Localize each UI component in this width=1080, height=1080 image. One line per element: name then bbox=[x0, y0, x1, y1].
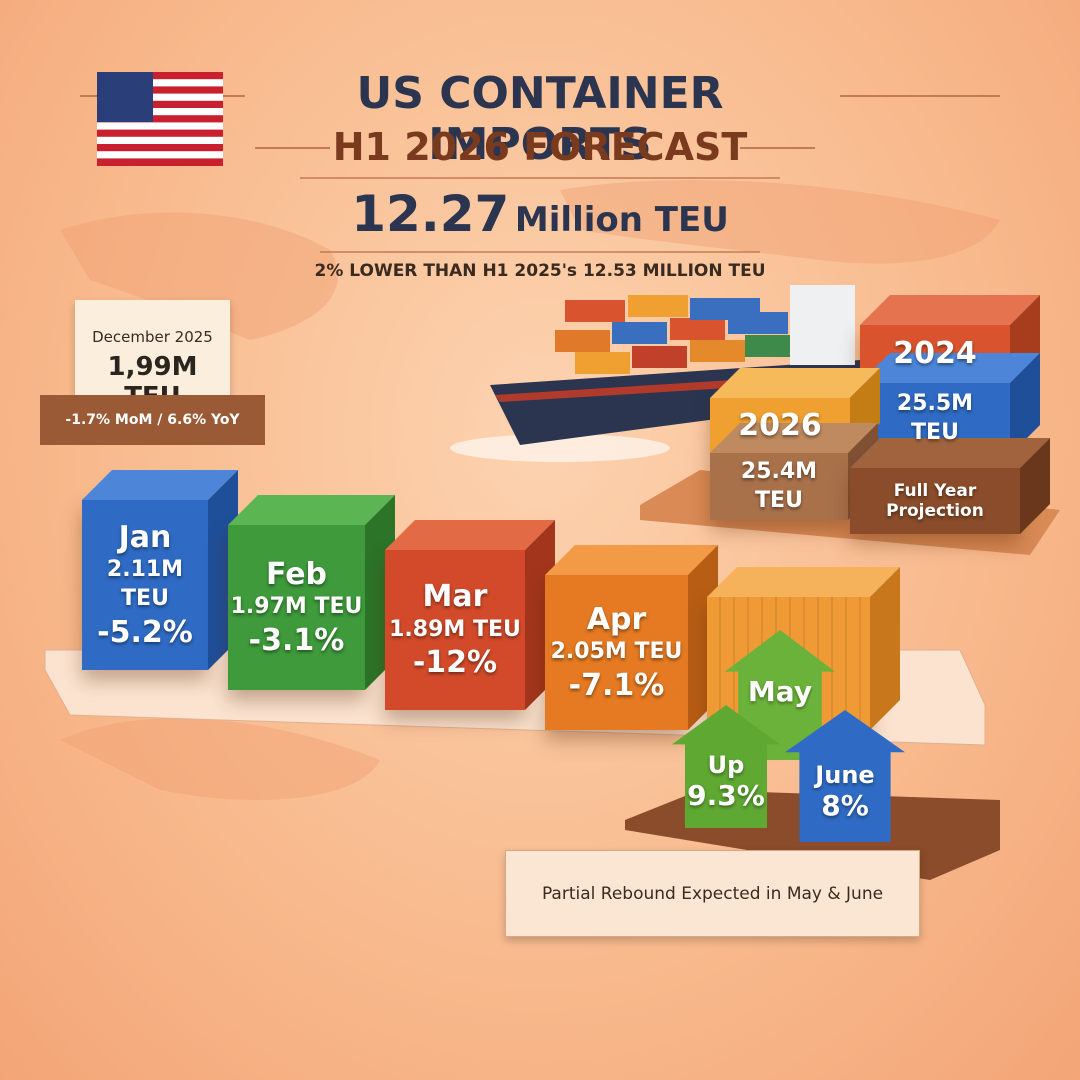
subtitle: H1 2026 FORECAST bbox=[332, 125, 748, 169]
total: 12.27 Million TEU bbox=[280, 185, 800, 243]
month-box: Feb 1.97M TEU -3.1% bbox=[228, 525, 365, 690]
month-box: Mar 1.89M TEU -12% bbox=[385, 550, 525, 710]
title: US CONTAINER IMPORTS bbox=[356, 68, 724, 170]
projection-caption: Full Year Projection bbox=[886, 481, 984, 521]
up-label: Up bbox=[707, 751, 745, 779]
june-label: June bbox=[815, 760, 875, 789]
world-map bbox=[60, 180, 1000, 800]
box-2024: 2024 bbox=[860, 325, 1010, 383]
box-2026-value: 25.4M TEU bbox=[710, 453, 848, 520]
month-change: -7.1% bbox=[568, 667, 665, 703]
value-2024: 25.5M TEU bbox=[896, 391, 974, 445]
december-label: December 2025 bbox=[92, 328, 213, 346]
month-content: Feb 1.97M TEU -3.1% bbox=[228, 525, 365, 690]
month-value: 1.97M TEU bbox=[230, 594, 363, 620]
month-name: Jan bbox=[118, 519, 172, 555]
year-2026: 2026 bbox=[738, 407, 822, 443]
month-change: -5.2% bbox=[97, 614, 193, 650]
month-value: 2.05M TEU bbox=[550, 639, 683, 665]
month-value: 2.11M TEU bbox=[106, 557, 184, 611]
month-content: Mar 1.89M TEU -12% bbox=[385, 550, 525, 710]
value-2026: 25.4M TEU bbox=[740, 458, 818, 513]
up-value: 9.3% bbox=[687, 779, 765, 812]
month-name: Apr bbox=[586, 601, 647, 637]
us-flag bbox=[97, 72, 223, 166]
month-content: Apr 2.05M TEU -7.1% bbox=[545, 575, 688, 730]
year-2024: 2024 bbox=[893, 336, 977, 372]
month-name: Mar bbox=[422, 579, 488, 615]
december-card: December 2025 1,99M TEU bbox=[75, 300, 230, 412]
note: 2% LOWER THAN H1 2025's 12.53 MILLION TE… bbox=[314, 261, 766, 281]
month-box: Jan 2.11M TEU -5.2% bbox=[82, 500, 208, 670]
december-change: -1.7% MoM / 6.6% YoY bbox=[40, 395, 265, 445]
total-value: 12.27 bbox=[351, 185, 510, 243]
projection-box: Full Year Projection bbox=[850, 468, 1020, 534]
month-content: Jan 2.11M TEU -5.2% bbox=[82, 500, 208, 670]
box-2026: 2026 bbox=[710, 398, 850, 453]
month-value: 1.89M TEU bbox=[389, 616, 521, 642]
june-value: 8% bbox=[821, 788, 869, 822]
may-label: May bbox=[747, 675, 813, 708]
month-box: Apr 2.05M TEU -7.1% bbox=[545, 575, 688, 730]
month-change: -3.1% bbox=[248, 622, 345, 658]
rebound-caption: Partial Rebound Expected in May & June bbox=[505, 850, 920, 937]
month-change: -12% bbox=[412, 645, 498, 681]
box-2024-value: 25.5M TEU bbox=[860, 383, 1010, 455]
month-name: Feb bbox=[265, 556, 328, 592]
total-unit: Million TEU bbox=[514, 200, 729, 240]
